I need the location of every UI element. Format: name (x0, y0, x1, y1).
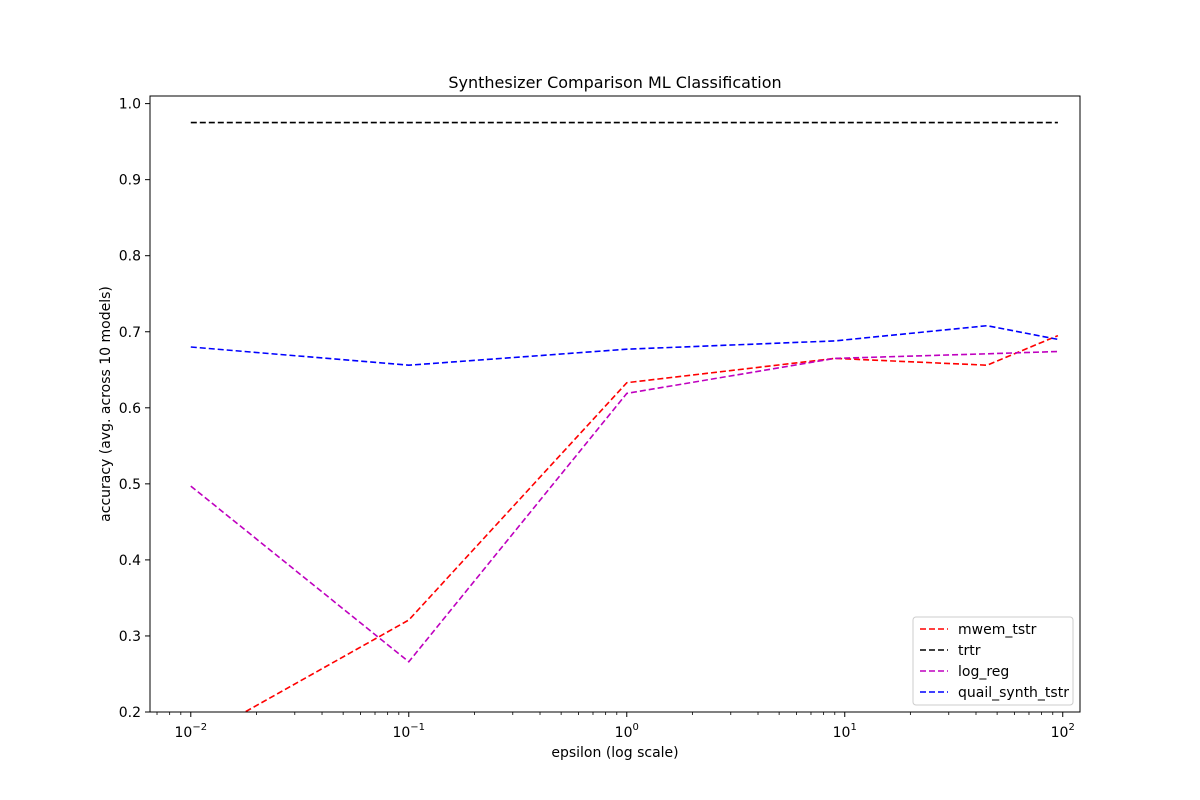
y-axis-ticks: 0.2 0.3 0.4 0.5 0.6 0.7 0.8 0.9 1.0 (119, 97, 150, 721)
x-tick-label: 100 (615, 722, 639, 741)
x-axis-ticks: 10−2 10−1 100 101 102 (156, 712, 1075, 741)
y-tick-label: 0.6 (119, 401, 141, 417)
y-tick-label: 0.8 (119, 249, 141, 265)
x-tick-label: 102 (1051, 722, 1075, 741)
legend-box (912, 616, 1074, 706)
x-tick-label: 10−1 (392, 722, 425, 741)
x-tick-label: 101 (833, 722, 857, 741)
plot-frame (149, 95, 1081, 713)
y-tick-label: 0.3 (119, 629, 141, 645)
x-tick-label: 10−2 (174, 722, 207, 741)
y-tick-label: 0.4 (119, 553, 141, 569)
legend-label: quail_synth_tstr (958, 685, 1069, 701)
y-tick-label: 0.2 (119, 705, 141, 721)
legend-label: mwem_tstr (958, 622, 1037, 638)
y-tick-label: 0.5 (119, 477, 141, 493)
series-line-log_reg (190, 350, 1058, 663)
y-tick-label: 0.9 (119, 173, 141, 189)
legend-label: log_reg (958, 664, 1009, 680)
y-axis-label: accuracy (avg. across 10 models) (98, 286, 114, 522)
y-tick-label: 0.7 (119, 325, 141, 341)
chart-title: Synthesizer Comparison ML Classification (448, 73, 781, 92)
series-line-quail_synth_tstr (190, 324, 1059, 367)
series-lines (190, 121, 1059, 712)
series-line-mwem_tstr (243, 334, 1059, 712)
x-axis-label: epsilon (log scale) (551, 745, 678, 761)
legend-label: trtr (958, 643, 981, 659)
y-tick-label: 1.0 (119, 97, 141, 113)
